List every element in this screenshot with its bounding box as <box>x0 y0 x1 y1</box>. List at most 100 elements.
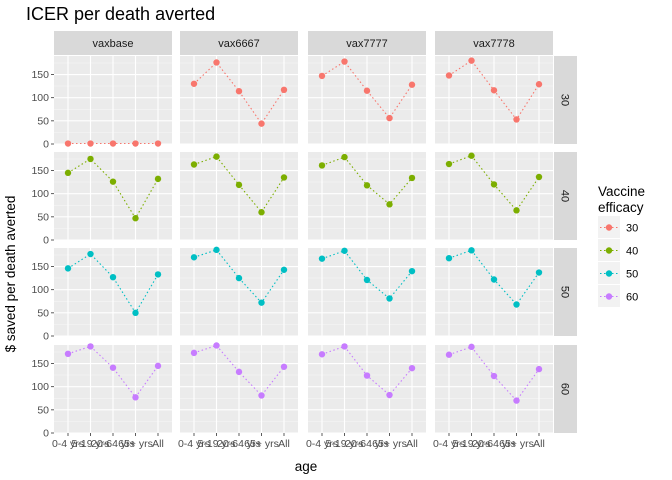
series-vax7778-50 <box>445 247 543 308</box>
strip-vax6667: vax6667 <box>180 31 298 55</box>
data-point <box>318 351 326 358</box>
y-axis-title: $ saved per death averted <box>3 196 18 353</box>
data-point <box>132 140 139 147</box>
panel-vax7777-30 <box>308 56 426 145</box>
row-strip-50: 50 <box>554 248 577 336</box>
data-point <box>341 343 348 350</box>
data-point <box>258 299 265 306</box>
data-point <box>341 247 348 254</box>
x-tick-label: All <box>533 438 545 450</box>
panel-vax7777-50 <box>308 248 426 337</box>
x-tick-label: 20-64 yrs <box>91 438 135 450</box>
data-point <box>64 169 72 177</box>
data-point <box>190 80 198 87</box>
row-strip-label: 40 <box>559 190 571 202</box>
y-axis-60: 0 50 100 150 <box>31 358 54 440</box>
x-tick-label: 65+ yrs <box>244 438 279 450</box>
legend-key-point <box>605 224 613 231</box>
row-strip-label: 60 <box>559 383 571 395</box>
series-line <box>67 158 159 220</box>
y-tick-label: 0 <box>43 428 49 440</box>
data-point <box>408 174 416 182</box>
data-point <box>445 254 453 262</box>
strip-label: vaxbase <box>93 38 134 50</box>
strip-vaxbase: vaxbase <box>54 31 172 55</box>
y-tick-label: 0 <box>43 331 49 343</box>
panel-vaxbase-40 <box>54 152 172 241</box>
data-point <box>490 181 498 188</box>
data-point <box>64 350 72 357</box>
strip-background <box>54 31 172 55</box>
data-point <box>154 175 162 183</box>
data-point <box>258 392 265 399</box>
legend-label: 40 <box>626 246 638 258</box>
y-tick-label: 50 <box>37 404 49 416</box>
panel-vax7777-40 <box>308 152 426 241</box>
data-point <box>258 120 265 127</box>
x-tick-label: 5-19 yrs <box>198 438 236 450</box>
series-vax7777-40 <box>318 153 416 208</box>
panel-vax7778-30 <box>435 56 553 145</box>
data-point <box>341 153 348 161</box>
legend-label: 60 <box>626 292 638 304</box>
panel-vax6667-40 <box>180 152 298 241</box>
data-point <box>154 140 162 147</box>
legend-title: efficacy <box>598 200 644 215</box>
data-point <box>535 365 543 373</box>
panel-vaxbase-60 <box>54 345 172 434</box>
data-point <box>235 368 243 376</box>
y-tick-label: 100 <box>31 188 49 200</box>
data-point <box>318 255 326 262</box>
series-vax7777-50 <box>318 247 416 302</box>
legend-key-point <box>605 247 613 254</box>
data-point <box>87 250 94 258</box>
data-point <box>154 362 162 370</box>
data-point <box>513 397 520 404</box>
x-tick-label: 20-64 yrs <box>472 438 516 450</box>
data-point <box>535 173 543 181</box>
x-tick-label: All <box>406 438 418 450</box>
data-point <box>468 343 475 351</box>
row-strip-60: 60 <box>554 345 577 433</box>
panel-vax6667-50 <box>180 248 298 337</box>
data-point <box>132 215 139 222</box>
x-tick-label: 65+ yrs <box>372 438 407 450</box>
strip-vax7777: vax7777 <box>308 31 426 55</box>
data-point <box>468 247 475 254</box>
data-point <box>213 246 220 254</box>
y-tick-label: 150 <box>31 69 49 81</box>
data-point <box>190 349 198 357</box>
data-point <box>235 274 243 282</box>
data-point <box>109 364 117 371</box>
strip-vax7778: vax7778 <box>435 31 553 55</box>
series-vaxbase-60 <box>64 343 162 401</box>
data-point <box>213 342 220 349</box>
x-tick-label: All <box>278 438 290 450</box>
x-tick-label: 5-19 yrs <box>453 438 491 450</box>
data-point <box>213 153 220 160</box>
y-axis-50: 0 50 100 150 <box>31 261 54 343</box>
legend-title: Vaccine <box>598 184 645 199</box>
chart-title: ICER per death averted <box>26 4 215 24</box>
data-point <box>235 181 243 189</box>
data-point <box>154 271 162 278</box>
series-vax6667-60 <box>190 342 288 399</box>
data-point <box>490 87 498 94</box>
x-tick-label: 65+ yrs <box>118 438 153 450</box>
strip-label: vax7778 <box>473 38 515 50</box>
x-tick-label: 5-19 yrs <box>326 438 364 450</box>
y-tick-label: 0 <box>43 235 49 247</box>
series-vaxbase-30 <box>64 140 162 147</box>
panel-vax6667-30 <box>180 56 298 145</box>
legend-item-30: 30 <box>598 216 638 238</box>
row-strip-30: 30 <box>554 56 577 144</box>
legend-item-50: 50 <box>598 262 638 284</box>
data-point <box>535 269 543 276</box>
panel-vax7778-60 <box>435 345 553 434</box>
data-point <box>363 182 371 189</box>
x-tick-label: 0-4 yrs <box>306 438 338 450</box>
y-tick-label: 150 <box>31 261 49 273</box>
row-strip-label: 30 <box>559 94 571 106</box>
x-tick-label: All <box>152 438 164 450</box>
